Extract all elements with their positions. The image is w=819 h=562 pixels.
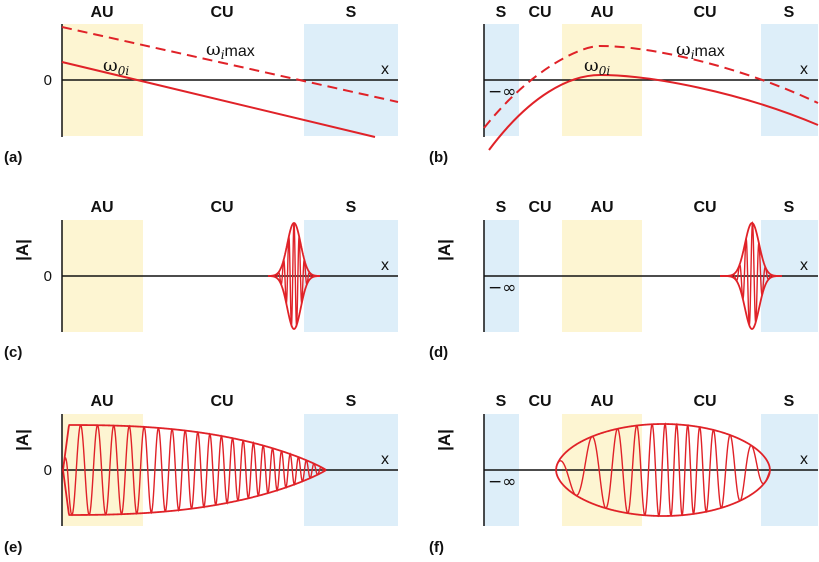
region-label-cu-right: CU <box>693 4 716 21</box>
wave-trace <box>555 469 771 517</box>
region-label-s-right: S <box>784 199 795 216</box>
panel-b: S CU AU CU S x −∞ ω0i ωimax (b) <box>429 4 819 166</box>
wave-packet <box>720 220 782 330</box>
panel-c: AU CU S |A| 0 x (c) <box>4 199 398 361</box>
region-label-s-right: S <box>784 4 795 21</box>
panel-tag: (e) <box>4 539 22 556</box>
region-label-s-left: S <box>496 4 507 21</box>
panel-tag: (a) <box>4 149 22 166</box>
region-label-au: AU <box>90 393 113 410</box>
region-label-s-left: S <box>496 199 507 216</box>
omega-max-label: ωimax <box>206 39 255 62</box>
region-label-cu: CU <box>210 199 233 216</box>
x-axis-label: x <box>800 61 808 78</box>
wave-trace <box>62 424 327 517</box>
wave-trace <box>720 220 782 327</box>
wave-train <box>62 424 327 517</box>
omega-max-curve <box>61 26 399 103</box>
y-axis-title: |A| <box>435 239 454 261</box>
panel-f: S CU AU CU S |A| x −∞ (f) <box>429 393 818 556</box>
y-axis-title: |A| <box>13 239 32 261</box>
region-label-cu: CU <box>210 4 233 21</box>
region-label-au: AU <box>590 199 613 216</box>
x-axis-label: x <box>800 451 808 468</box>
zero-label: 0 <box>44 72 52 89</box>
region-label-cu: CU <box>210 393 233 410</box>
panel-a: AU CU S 0 x ω0i ωimax (a) <box>4 4 399 166</box>
region-label-au: AU <box>90 199 113 216</box>
omega-0i-label: ω0i <box>584 55 610 78</box>
wave-trace <box>268 222 320 327</box>
region-label-s: S <box>346 393 357 410</box>
x-axis-label: x <box>381 61 389 78</box>
omega-0i-curve <box>488 73 819 151</box>
region-label-s-right: S <box>784 393 795 410</box>
panel-tag: (c) <box>4 344 22 361</box>
wave-train <box>555 422 771 518</box>
omega-max-label: ωimax <box>676 39 725 62</box>
region-label-cu-left: CU <box>528 4 551 21</box>
negative-infinity-label: −∞ <box>488 278 516 298</box>
wave-packet <box>268 222 320 330</box>
x-axis-label: x <box>800 257 808 274</box>
region-label-cu-left: CU <box>528 199 551 216</box>
region-label-cu-left: CU <box>528 393 551 410</box>
zero-label: 0 <box>44 268 52 285</box>
wave-trace <box>62 469 327 516</box>
omega-max-curve <box>483 44 819 129</box>
omega-0i-curve <box>61 61 376 138</box>
region-label-s-left: S <box>496 393 507 410</box>
panel-tag: (f) <box>429 539 444 556</box>
panel-e: AU CU S |A| 0 x (e) <box>4 393 398 556</box>
negative-infinity-label: −∞ <box>488 82 516 102</box>
x-axis-label: x <box>381 257 389 274</box>
y-axis-title: |A| <box>435 429 454 451</box>
region-label-cu-right: CU <box>693 393 716 410</box>
region-label-au: AU <box>590 393 613 410</box>
wave-trace <box>555 422 771 518</box>
zero-label: 0 <box>44 462 52 479</box>
negative-infinity-label: −∞ <box>488 472 516 492</box>
region-label-au: AU <box>90 4 113 21</box>
region-label-au: AU <box>590 4 613 21</box>
region-label-s: S <box>346 199 357 216</box>
y-axis-title: |A| <box>13 429 32 451</box>
panel-d: S CU AU CU S |A| x −∞ (d) <box>429 199 818 361</box>
panel-tag: (b) <box>429 149 448 166</box>
panel-tag: (d) <box>429 344 448 361</box>
omega-0i-label: ω0i <box>103 55 129 78</box>
x-axis-label: x <box>381 451 389 468</box>
region-label-cu-right: CU <box>693 199 716 216</box>
region-label-s: S <box>346 4 357 21</box>
